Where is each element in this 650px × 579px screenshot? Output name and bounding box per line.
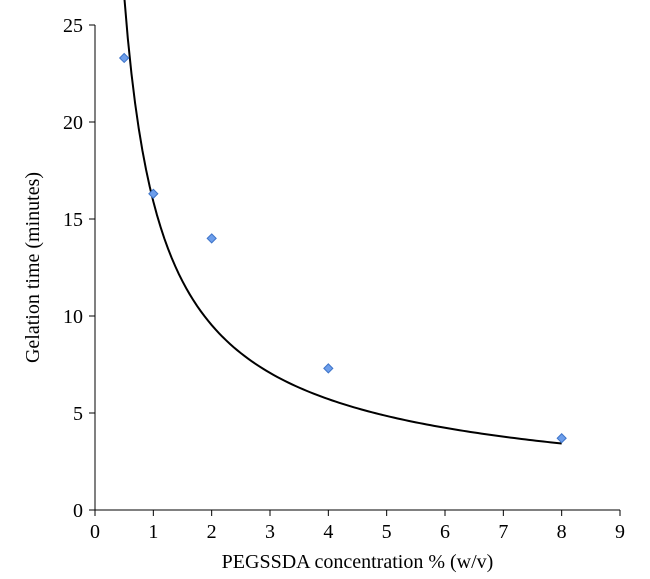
x-tick-label: 7 [498,521,508,543]
y-tick-label: 5 [73,403,83,425]
chart-svg: 0 1 2 3 4 5 6 7 8 9 0 5 10 15 20 25 PEGSSDA concentratio… [0,0,650,579]
x-tick-label: 3 [265,521,275,543]
y-tick-label: 0 [73,500,83,522]
y-axis-title: Gelation time (minutes) [22,172,44,363]
chart-container: 0 1 2 3 4 5 6 7 8 9 0 5 10 15 20 25 PEGSSDA concentratio… [0,0,650,579]
x-tick-label: 2 [207,521,217,543]
y-tick-label: 25 [63,15,83,37]
data-point [120,53,129,62]
y-tick-label: 15 [63,209,83,231]
x-tick-label: 4 [323,521,333,543]
x-axis-title: PEGSSDA concentration % (w/v) [222,551,494,573]
data-point [207,234,216,243]
x-tick-label: 8 [557,521,567,543]
x-tick-label: 5 [382,521,392,543]
data-point [324,364,333,373]
x-tick-label: 0 [90,521,100,543]
fit-curve [124,0,562,444]
data-point [557,434,566,443]
x-tick-label: 9 [615,521,625,543]
y-tick-label: 20 [63,112,83,134]
y-tick-label: 10 [63,306,83,328]
x-tick-label: 6 [440,521,450,543]
x-tick-label: 1 [148,521,158,543]
